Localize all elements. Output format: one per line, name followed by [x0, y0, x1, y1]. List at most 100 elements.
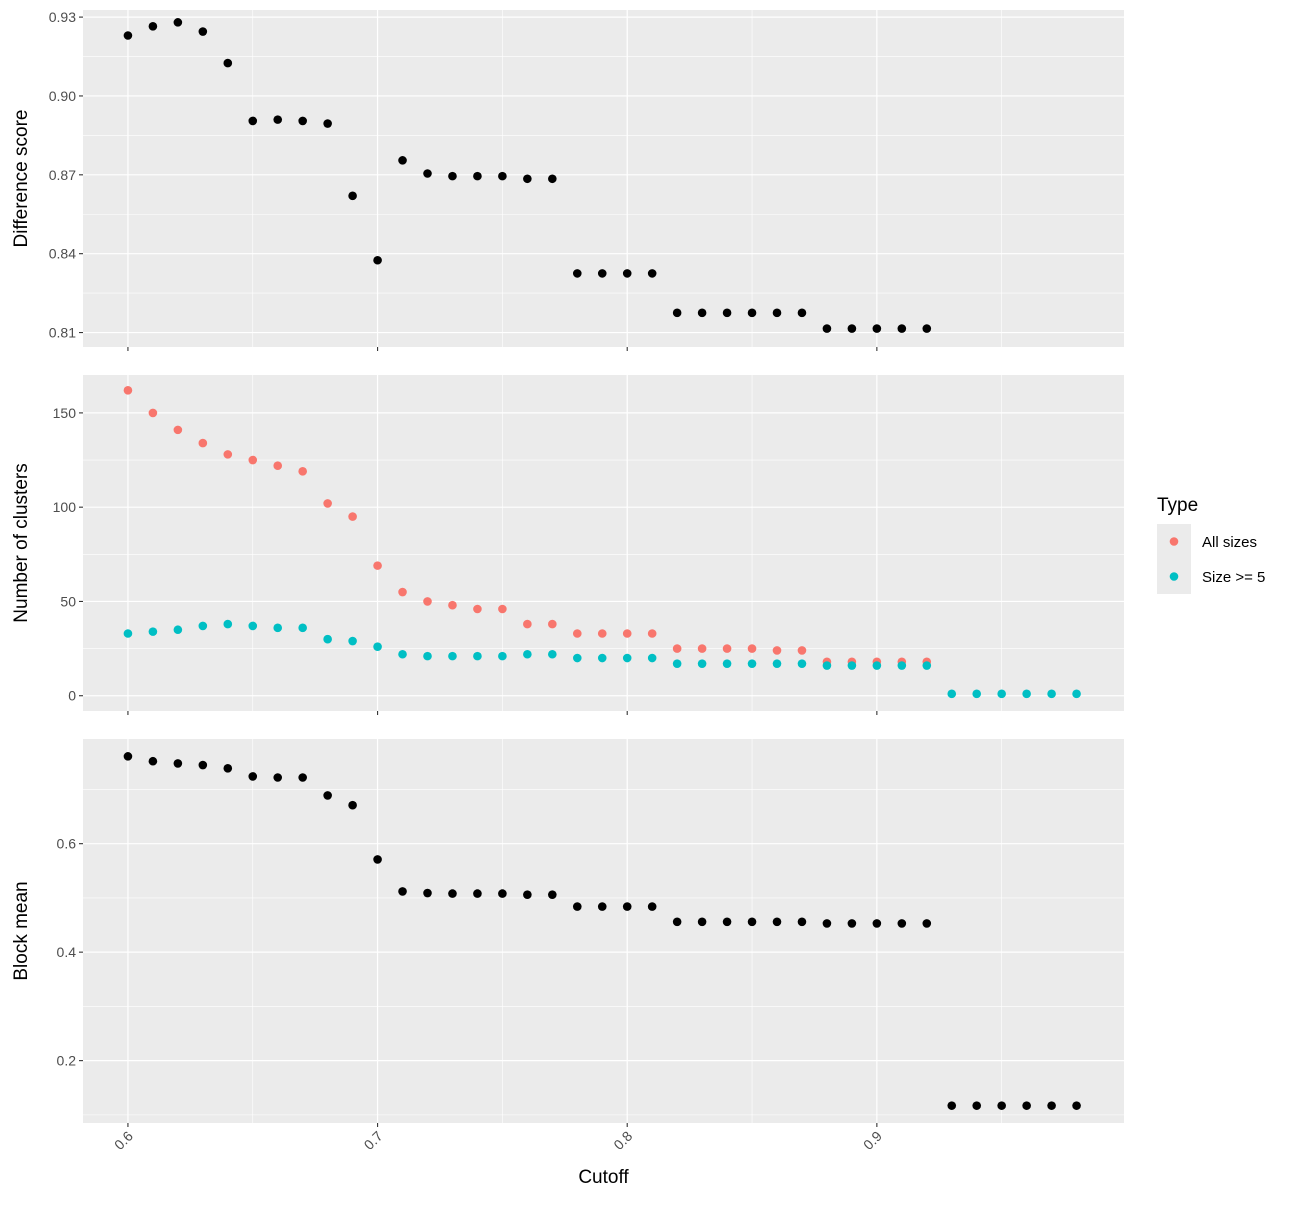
data-point: [448, 889, 457, 898]
data-point: [672, 308, 682, 318]
y-tick-label: 0.4: [57, 944, 77, 960]
data-point: [523, 890, 532, 899]
data-point: [148, 627, 158, 636]
data-point: [348, 512, 357, 521]
data-point: [672, 644, 682, 653]
data-point: [123, 752, 133, 761]
data-point: [123, 31, 133, 40]
data-point: [597, 629, 607, 638]
x-tick-label: 0.6: [111, 1128, 136, 1153]
data-point: [473, 171, 482, 181]
data-point: [672, 659, 682, 668]
data-point: [398, 649, 407, 659]
data-point: [847, 324, 857, 333]
data-point: [872, 324, 882, 333]
data-point: [1022, 689, 1031, 699]
y-tick-label: 150: [53, 405, 77, 421]
data-point: [298, 623, 307, 633]
data-point: [398, 587, 407, 597]
data-point: [298, 467, 307, 476]
data-point: [223, 763, 233, 773]
data-point: [373, 255, 382, 265]
data-point: [897, 919, 907, 928]
data-point: [423, 597, 432, 606]
data-point: [622, 269, 632, 278]
data-point: [572, 653, 582, 663]
data-point: [972, 1101, 982, 1110]
x-tick-label: 0.9: [860, 1128, 885, 1153]
data-point: [273, 773, 283, 782]
legend-label: Size >= 5: [1202, 569, 1265, 586]
data-point: [223, 619, 233, 629]
data-point: [1047, 689, 1056, 699]
series-block-mean: [123, 752, 1081, 1110]
data-point: [123, 385, 133, 395]
data-point: [223, 450, 233, 459]
y-tick-label: 100: [53, 499, 77, 515]
data-point: [548, 890, 557, 899]
data-point: [423, 651, 432, 661]
data-point: [298, 773, 307, 782]
data-point: [722, 644, 732, 653]
data-point: [697, 308, 707, 318]
legend: Type All sizes Size >= 5: [1157, 495, 1265, 594]
series-size-5: [123, 619, 1081, 699]
series-difference-score: [123, 18, 932, 333]
data-point: [997, 1101, 1006, 1110]
y-tick-label: 0.6: [57, 836, 77, 852]
y-tick-label: 50: [60, 593, 76, 609]
data-point: [697, 644, 707, 653]
y-tick-label: 0.84: [49, 246, 76, 262]
data-point: [747, 644, 757, 653]
data-point: [273, 623, 283, 633]
y-tick-label: 0.81: [49, 325, 76, 341]
data-point: [772, 308, 782, 318]
legend-title: Type: [1157, 495, 1198, 516]
data-point: [1072, 1101, 1081, 1110]
data-point: [323, 119, 332, 128]
data-point: [647, 653, 657, 663]
data-point: [747, 659, 757, 668]
data-point: [822, 324, 832, 333]
data-point: [772, 917, 782, 927]
data-point: [348, 191, 357, 201]
data-point: [223, 58, 233, 68]
y-axis-title: Block mean: [11, 881, 32, 980]
data-point: [897, 661, 907, 670]
data-point: [722, 659, 732, 668]
legend-label: All sizes: [1202, 534, 1257, 551]
data-point: [647, 629, 657, 638]
data-point: [473, 889, 482, 898]
data-point: [597, 269, 607, 278]
data-point: [523, 174, 532, 184]
data-point: [473, 651, 482, 661]
data-point: [348, 800, 357, 810]
data-point: [248, 116, 258, 126]
data-point: [198, 621, 208, 631]
data-point: [872, 661, 882, 670]
data-point: [947, 689, 957, 699]
data-point: [498, 889, 507, 898]
series-all-sizes: [123, 385, 932, 667]
data-point: [148, 408, 158, 418]
data-point: [373, 561, 382, 570]
data-point: [323, 791, 332, 800]
data-point: [423, 169, 432, 178]
data-point: [697, 659, 707, 668]
y-tick-label: 0.93: [49, 9, 76, 25]
y-axis-title: Number of clusters: [11, 463, 32, 622]
data-point: [448, 600, 457, 610]
data-point: [173, 759, 183, 768]
data-point: [772, 646, 782, 655]
data-point: [548, 649, 557, 659]
data-point: [922, 919, 932, 928]
data-point: [448, 171, 457, 181]
data-point: [797, 646, 807, 655]
y-tick-label: 0.87: [49, 167, 76, 183]
data-point: [647, 269, 657, 278]
x-axis-title: Cutoff: [578, 1167, 629, 1188]
data-point: [198, 27, 208, 36]
data-point: [1072, 689, 1081, 699]
data-point: [173, 625, 183, 635]
